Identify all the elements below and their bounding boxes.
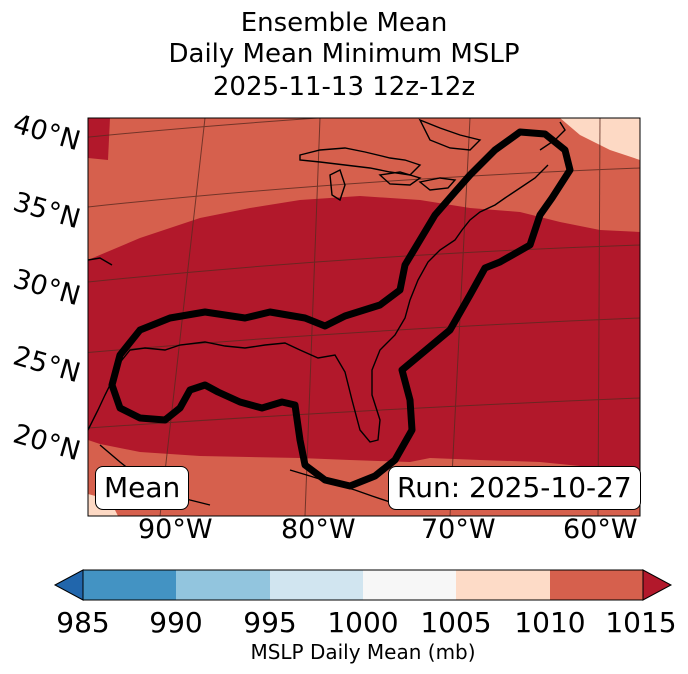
colorbar-extend-high <box>642 569 673 601</box>
colorbar-tick-985: 985 <box>56 606 110 639</box>
colorbar-tick-1000: 1000 <box>327 606 399 639</box>
mean-label-box: Mean <box>95 466 190 510</box>
colorbar-frame <box>82 569 644 601</box>
colorbar-bin-1010-1015 <box>550 570 643 600</box>
lon-label-70: 70°W <box>421 514 496 545</box>
lon-label-80: 80°W <box>281 514 356 545</box>
field-above-1015 <box>88 196 640 470</box>
colorbar-bin-995-1000 <box>270 570 363 600</box>
colorbar-tick-1015: 1015 <box>605 606 677 639</box>
run-date-box: Run: 2025-10-27 <box>388 466 641 510</box>
title-line-1: Ensemble Mean <box>240 8 448 38</box>
colorbar-bin-1005-1010 <box>456 570 550 600</box>
colorbar-label: MSLP Daily Mean (mb) <box>250 640 476 664</box>
colorbar-bin-1000-1005 <box>363 570 456 600</box>
colorbar-tick-1005: 1005 <box>420 606 492 639</box>
colorbar-bin-990-995 <box>176 570 270 600</box>
title-line-3: 2025-11-13 12z-12z <box>212 72 476 102</box>
colorbar-tick-1010: 1010 <box>514 606 586 639</box>
field-above-1015-north <box>88 118 110 160</box>
lon-label-60: 60°W <box>563 514 638 545</box>
colorbar-tick-990: 990 <box>149 606 203 639</box>
title-line-2: Daily Mean Minimum MSLP <box>168 39 520 69</box>
colorbar-extend-low <box>53 569 84 601</box>
map-frame <box>87 117 641 517</box>
colorbar-bin-985-990 <box>83 570 176 600</box>
colorbar-tick-995: 995 <box>243 606 297 639</box>
lon-label-90: 90°W <box>138 514 213 545</box>
contour-line <box>108 128 574 490</box>
colorbar <box>53 569 673 601</box>
